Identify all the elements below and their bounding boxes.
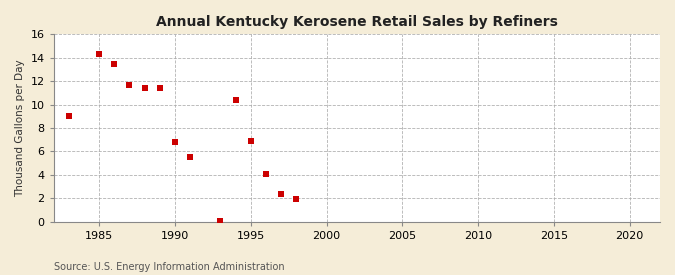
Point — [185, 155, 196, 160]
Point — [109, 61, 119, 66]
Y-axis label: Thousand Gallons per Day: Thousand Gallons per Day — [15, 59, 25, 197]
Point — [139, 86, 150, 90]
Point — [230, 98, 241, 102]
Point — [215, 218, 226, 223]
Point — [63, 114, 74, 119]
Point — [169, 140, 180, 144]
Point — [275, 191, 286, 196]
Title: Annual Kentucky Kerosene Retail Sales by Refiners: Annual Kentucky Kerosene Retail Sales by… — [156, 15, 558, 29]
Point — [291, 197, 302, 202]
Text: Source: U.S. Energy Information Administration: Source: U.S. Energy Information Administ… — [54, 262, 285, 272]
Point — [261, 172, 271, 176]
Point — [155, 86, 165, 90]
Point — [245, 139, 256, 143]
Point — [124, 82, 135, 87]
Point — [94, 52, 105, 56]
